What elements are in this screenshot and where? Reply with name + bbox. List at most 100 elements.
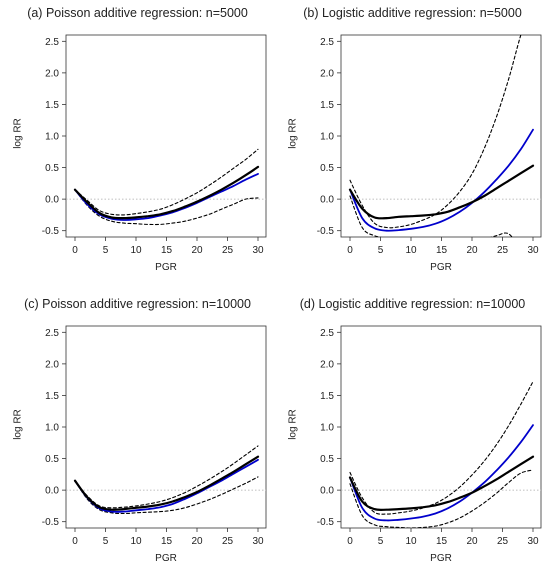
y-tick-label: 2.5 bbox=[45, 328, 59, 339]
y-axis-label: log RR bbox=[287, 409, 299, 440]
x-tick-label: 30 bbox=[527, 536, 539, 547]
plot-lines bbox=[341, 381, 541, 528]
x-tick-label: 15 bbox=[161, 536, 173, 547]
series-line-blue bbox=[74, 173, 259, 221]
plot-frame bbox=[65, 325, 267, 529]
series-line-dashed bbox=[349, 381, 534, 515]
series-line-dashed bbox=[74, 189, 259, 226]
series-line-dashed bbox=[74, 148, 259, 216]
y-tick-label: 2.5 bbox=[45, 37, 59, 48]
y-tick-label: 1.0 bbox=[320, 132, 334, 143]
y-tick-label: 2.5 bbox=[320, 37, 334, 48]
chart-title: (b) Logistic additive regression: n=5000 bbox=[303, 6, 522, 20]
y-tick-label: 2.0 bbox=[320, 359, 334, 370]
series-line-black bbox=[73, 455, 260, 511]
series-line-dashed bbox=[349, 195, 513, 237]
x-tick-label: 15 bbox=[436, 536, 448, 547]
x-tick-label: 10 bbox=[405, 245, 417, 256]
y-tick-label: 2.0 bbox=[45, 359, 59, 370]
y-tick-label: 1.5 bbox=[320, 100, 334, 111]
plot-lines bbox=[341, 35, 541, 237]
x-tick-label: 10 bbox=[405, 536, 417, 547]
x-tick-label: 25 bbox=[497, 245, 509, 256]
y-tick-label: 2.0 bbox=[45, 68, 59, 79]
y-tick-label: 2.0 bbox=[320, 68, 334, 79]
chart-title: (a) Poisson additive regression: n=5000 bbox=[27, 6, 248, 20]
x-tick-label: 15 bbox=[161, 245, 173, 256]
y-tick-label: -0.5 bbox=[42, 226, 60, 237]
x-tick-label: 0 bbox=[347, 245, 353, 256]
y-tick-label: 1.0 bbox=[45, 423, 59, 434]
x-tick-label: 5 bbox=[378, 245, 384, 256]
y-tick-label: 0.5 bbox=[320, 163, 334, 174]
y-axis-label: log RR bbox=[12, 409, 24, 440]
x-tick-label: 25 bbox=[222, 536, 234, 547]
y-tick-label: 0.5 bbox=[45, 163, 59, 174]
series-line-dashed bbox=[74, 445, 259, 509]
plot-frame bbox=[340, 325, 542, 529]
x-tick-label: 5 bbox=[378, 536, 384, 547]
y-tick-label: 2.5 bbox=[320, 328, 334, 339]
x-tick-label: 0 bbox=[72, 536, 78, 547]
x-tick-label: 5 bbox=[103, 536, 109, 547]
y-tick-label: 1.5 bbox=[45, 100, 59, 111]
y-tick-label: 0.5 bbox=[320, 454, 334, 465]
x-tick-label: 30 bbox=[527, 245, 539, 256]
chart-panel-a: (a) Poisson additive regression: n=5000 … bbox=[0, 0, 275, 291]
series-line-blue bbox=[74, 458, 259, 513]
x-tick-label: 15 bbox=[436, 245, 448, 256]
y-tick-label: -0.5 bbox=[317, 226, 335, 237]
x-tick-label: 20 bbox=[191, 536, 203, 547]
chart-title: (d) Logistic additive regression: n=1000… bbox=[299, 297, 526, 311]
x-tick-label: 0 bbox=[347, 536, 353, 547]
x-axis-label: PGR bbox=[155, 262, 177, 273]
plot-frame bbox=[340, 34, 542, 238]
plot-area: 0 5 10 15 20 25 30 -0.5 0.0 0.5 1.0 1.5 2.0 2.5 bbox=[42, 325, 267, 547]
series-line-black bbox=[348, 455, 535, 511]
y-tick-label: -0.5 bbox=[317, 517, 335, 528]
plot-lines bbox=[66, 148, 266, 226]
plot-lines bbox=[66, 445, 266, 515]
plot-area: 0 5 10 15 20 25 30 -0.5 0.0 0.5 1.0 1.5 2.0 2.5 bbox=[42, 34, 267, 256]
y-tick-label: 1.5 bbox=[320, 391, 334, 402]
x-tick-label: 25 bbox=[222, 245, 234, 256]
y-tick-label: 1.5 bbox=[45, 391, 59, 402]
chart-panel-b: (b) Logistic additive regression: n=5000… bbox=[275, 0, 550, 291]
x-tick-label: 5 bbox=[103, 245, 109, 256]
series-line-dashed bbox=[74, 476, 259, 515]
plot-area: 0 5 10 15 20 25 30 -0.5 0.0 0.5 1.0 1.5 2.0 2.5 bbox=[317, 325, 542, 547]
series-line-dashed bbox=[349, 469, 534, 528]
y-tick-label: 0.0 bbox=[45, 195, 59, 206]
y-tick-label: 0.0 bbox=[45, 486, 59, 497]
x-tick-label: 30 bbox=[252, 245, 264, 256]
y-tick-label: 0.5 bbox=[45, 454, 59, 465]
series-line-dashed bbox=[349, 35, 522, 229]
x-axis-label: PGR bbox=[155, 553, 177, 564]
y-tick-label: 1.0 bbox=[320, 423, 334, 434]
x-tick-label: 10 bbox=[130, 536, 142, 547]
series-line-black bbox=[348, 164, 535, 220]
y-tick-label: 1.0 bbox=[45, 132, 59, 143]
x-tick-label: 25 bbox=[497, 536, 509, 547]
x-tick-label: 20 bbox=[191, 245, 203, 256]
y-axis-label: log RR bbox=[287, 118, 299, 149]
x-axis-label: PGR bbox=[430, 553, 452, 564]
x-tick-label: 0 bbox=[72, 245, 78, 256]
y-axis-label: log RR bbox=[12, 118, 24, 149]
y-tick-label: 0.0 bbox=[320, 486, 334, 497]
chart-panel-c: (c) Poisson additive regression: n=10000… bbox=[0, 291, 275, 582]
chart-panel-d: (d) Logistic additive regression: n=1000… bbox=[275, 291, 550, 582]
chart-title: (c) Poisson additive regression: n=10000 bbox=[24, 297, 251, 311]
x-axis-label: PGR bbox=[430, 262, 452, 273]
y-tick-label: -0.5 bbox=[42, 517, 60, 528]
plot-frame bbox=[65, 34, 267, 238]
series-line-blue bbox=[349, 424, 534, 522]
y-tick-label: 0.0 bbox=[320, 195, 334, 206]
series-line-blue bbox=[349, 128, 534, 232]
x-tick-label: 10 bbox=[130, 245, 142, 256]
series-line-black bbox=[73, 165, 260, 220]
x-tick-label: 30 bbox=[252, 536, 264, 547]
x-tick-label: 20 bbox=[466, 245, 478, 256]
plot-area: 0 5 10 15 20 25 30 -0.5 0.0 0.5 1.0 1.5 2.0 2.5 bbox=[317, 34, 542, 256]
x-tick-label: 20 bbox=[466, 536, 478, 547]
